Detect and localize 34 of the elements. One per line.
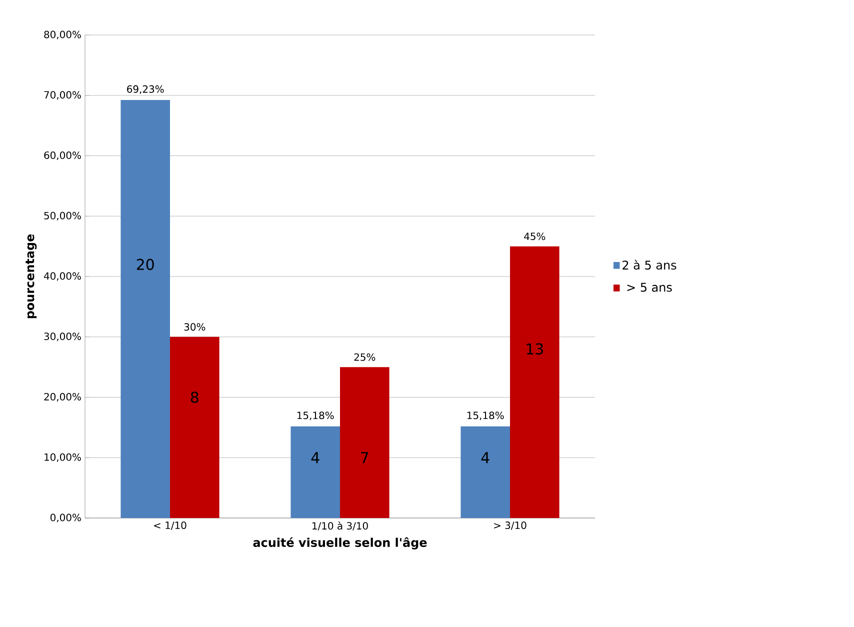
y-tick-label: 0,00% <box>50 514 81 522</box>
bar <box>340 367 390 518</box>
y-tick-label: 20,00% <box>44 392 81 402</box>
bar <box>460 426 510 518</box>
annotation: 4 <box>311 452 320 464</box>
legend-label: 2 à 5 ans <box>622 260 676 270</box>
bar <box>120 100 170 518</box>
bar <box>170 336 220 518</box>
x-tick-label: < 1/10 <box>154 522 186 530</box>
y-axis-title: pourcentage <box>26 234 37 318</box>
y-tick-label: 30,00% <box>44 332 81 342</box>
annotation: 7 <box>361 452 368 464</box>
data-label: 25% <box>354 353 376 361</box>
x-tick-label: > 3/10 <box>494 522 526 530</box>
y-tick-label: 40,00% <box>44 272 81 281</box>
data-label: 30% <box>184 323 206 331</box>
legend-label: > 5 ans <box>627 282 672 292</box>
y-tick-label: 50,00% <box>44 212 81 220</box>
x-tick-label: 1/10 à 3/10 <box>312 522 368 530</box>
y-tick-label: 10,00% <box>44 453 81 462</box>
y-tick-label: 60,00% <box>44 151 81 160</box>
x-axis-title: acuité visuelle selon l'âge <box>253 537 427 550</box>
data-label: 45% <box>524 232 546 240</box>
data-label: 15,18% <box>297 412 334 420</box>
bar <box>290 426 340 518</box>
annotation: 13 <box>526 343 543 355</box>
annotation: 20 <box>136 258 154 270</box>
annotation: 4 <box>481 452 490 464</box>
bar <box>510 246 560 518</box>
annotation: 8 <box>190 392 198 403</box>
y-tick-label: 80,00% <box>44 30 81 40</box>
data-label: 15,18% <box>467 412 504 420</box>
y-tick-label: 70,00% <box>44 91 81 100</box>
data-label: 69,23% <box>127 85 164 94</box>
